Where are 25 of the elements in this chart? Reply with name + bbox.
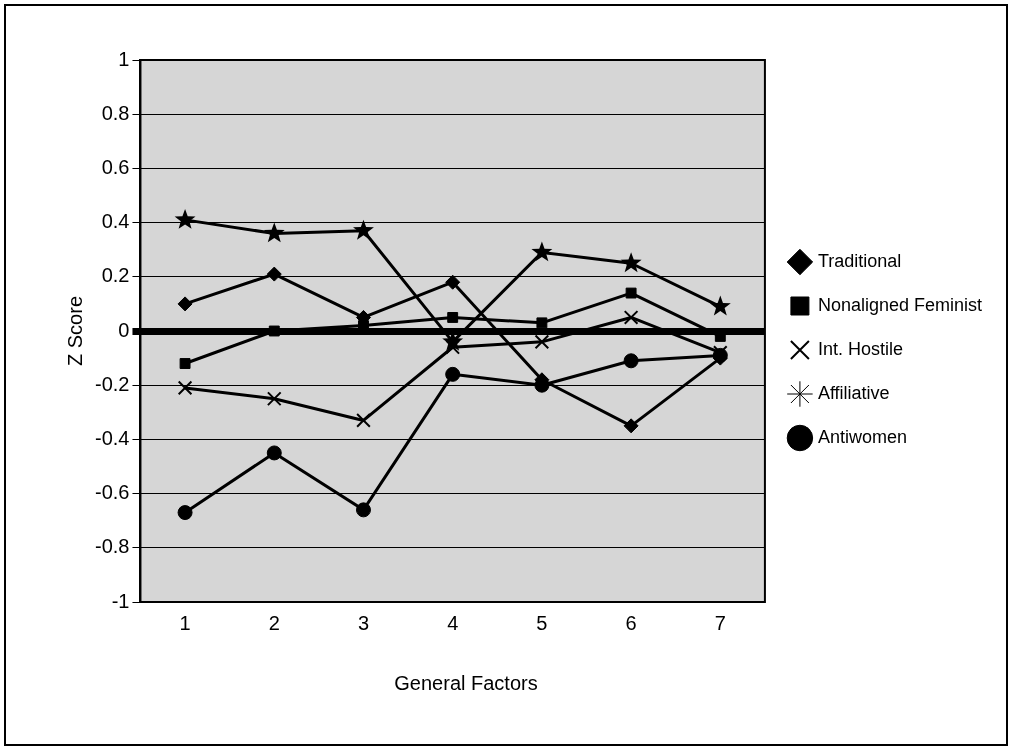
y-tick-label: 0.8 — [101, 101, 130, 124]
x-tick-label: 5 — [536, 611, 548, 634]
y-tick-label: -0.2 — [94, 372, 130, 395]
x-tick-label: 2 — [268, 611, 280, 634]
y-tick-label: 0.6 — [101, 155, 130, 178]
legend-label: Antiwomen — [817, 426, 907, 447]
legend-label: Nonaligned Feminist — [817, 294, 983, 315]
y-tick-label: -1 — [111, 589, 130, 612]
legend-label: Traditional — [817, 250, 902, 271]
y-axis-title: Z Score — [63, 295, 86, 367]
x-tick-label: 7 — [714, 611, 726, 634]
x-tick-label: 3 — [357, 611, 370, 634]
y-tick-label: 0.4 — [101, 210, 130, 233]
x-axis-title: General Factors — [393, 672, 539, 695]
x-tick-label: 1 — [179, 611, 191, 634]
y-tick-label: -0.4 — [94, 426, 130, 449]
y-tick-label: -0.8 — [94, 535, 130, 558]
y-tick-label: 1 — [118, 47, 130, 70]
x-tick-label: 6 — [625, 611, 637, 634]
x-tick-label: 4 — [447, 611, 459, 634]
y-tick-label: 0.2 — [101, 264, 130, 287]
y-tick-label: 0 — [118, 318, 130, 341]
legend-label: Affiliative — [817, 382, 890, 403]
y-tick-label: -0.6 — [94, 481, 130, 504]
legend-label: Int. Hostile — [817, 338, 903, 359]
